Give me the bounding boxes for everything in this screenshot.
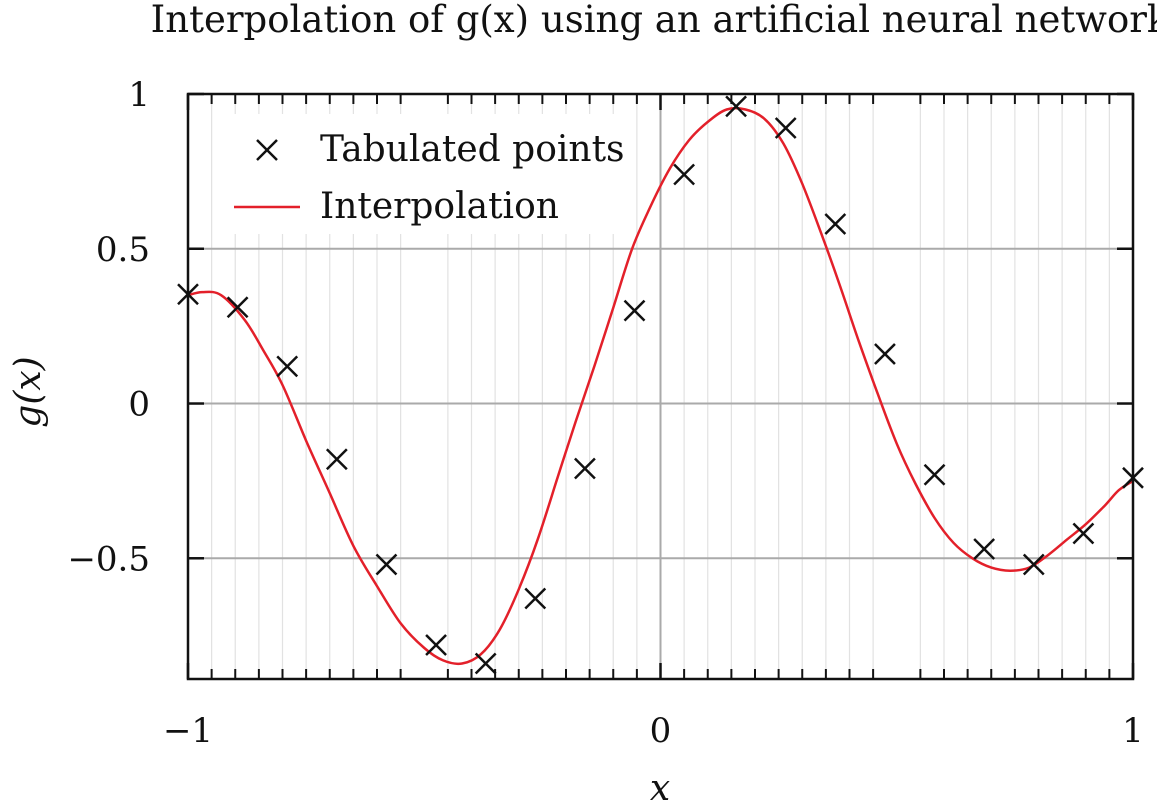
legend-label-interpolation: Interpolation bbox=[320, 186, 559, 227]
tabulated-point-marker bbox=[574, 457, 596, 480]
marker-stroke bbox=[425, 634, 447, 656]
tabulated-point-marker bbox=[226, 296, 249, 319]
tabulated-point-marker bbox=[874, 343, 896, 365]
chart-title: Interpolation of g(x) using an artificia… bbox=[151, 0, 1157, 41]
legend-background bbox=[214, 114, 634, 234]
tabulated-point-marker bbox=[673, 163, 696, 186]
tabulated-point-marker bbox=[1072, 522, 1095, 545]
tabulated-point-marker bbox=[524, 587, 547, 610]
marker-stroke bbox=[774, 117, 797, 139]
tabulated-point-marker bbox=[725, 95, 747, 118]
tabulated-point-marker bbox=[375, 553, 398, 576]
interpolation-line bbox=[187, 106, 1134, 666]
x-axis-label: x bbox=[650, 768, 670, 806]
marker-stroke bbox=[375, 553, 398, 576]
marker-stroke bbox=[923, 463, 946, 486]
series-layer bbox=[177, 95, 1144, 675]
tabulated-point-marker bbox=[276, 355, 299, 378]
tabulated-point-marker bbox=[923, 463, 946, 486]
tabulated-point-marker bbox=[1022, 553, 1045, 576]
legend-marker-stroke bbox=[256, 139, 278, 161]
marker-stroke bbox=[824, 213, 847, 235]
tabulated-point-marker bbox=[973, 538, 996, 560]
legend: Tabulated points Interpolation bbox=[214, 114, 634, 234]
x-tick-label: 1 bbox=[1122, 711, 1144, 751]
marker-stroke bbox=[1072, 522, 1095, 545]
marker-stroke bbox=[276, 355, 299, 378]
y-tick-label: 0 bbox=[128, 385, 150, 425]
marker-stroke bbox=[524, 587, 547, 610]
tabulated-point-marker bbox=[774, 117, 797, 139]
y-tick-label: 0.5 bbox=[96, 230, 150, 270]
marker-stroke bbox=[226, 296, 249, 319]
marker-stroke bbox=[874, 343, 896, 365]
tabulated-point-marker bbox=[425, 634, 447, 656]
x-tick-label: 0 bbox=[650, 711, 672, 751]
y-axis-label: g(x) bbox=[8, 356, 49, 427]
x-tick-label: −1 bbox=[163, 711, 213, 751]
marker-stroke bbox=[623, 299, 646, 322]
marker-stroke bbox=[725, 95, 747, 118]
ticks-layer: −1 0 1 −0.5 0 0.5 1 bbox=[67, 75, 1143, 751]
marker-stroke bbox=[325, 448, 348, 471]
marker-stroke bbox=[474, 652, 497, 675]
tabulated-point-marker bbox=[623, 299, 646, 322]
y-tick-label: 1 bbox=[128, 75, 150, 115]
marker-stroke bbox=[574, 457, 596, 480]
legend-label-tabulated-points: Tabulated points bbox=[320, 129, 625, 170]
tabulated-point-marker bbox=[325, 448, 348, 471]
y-tick-label: −0.5 bbox=[67, 539, 150, 579]
tabulated-point-marker bbox=[824, 213, 847, 235]
marker-stroke bbox=[673, 163, 696, 186]
legend-marker-x-icon bbox=[256, 139, 278, 161]
marker-stroke bbox=[973, 538, 996, 560]
marker-stroke bbox=[1022, 553, 1045, 576]
tabulated-point-marker bbox=[474, 652, 497, 675]
